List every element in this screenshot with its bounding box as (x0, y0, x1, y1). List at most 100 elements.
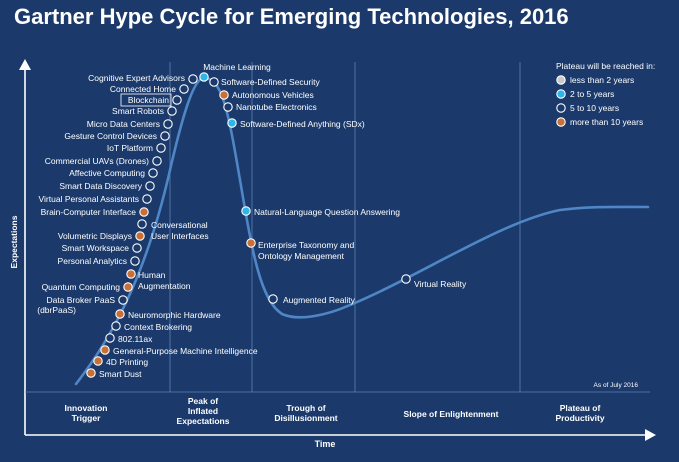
tech-label: Volumetric Displays (58, 231, 132, 241)
tech-label: User Interfaces (151, 231, 209, 241)
tech-label: (dbrPaaS) (37, 305, 76, 315)
tech-marker: Gesture Control Devices (64, 131, 170, 141)
tech-label: Natural-Language Question Answering (254, 207, 400, 217)
tech-dot (219, 90, 229, 100)
tech-label: Enterprise Taxonomy and (258, 240, 355, 250)
tech-dot (401, 274, 411, 284)
tech-dot (93, 356, 103, 366)
tech-dot (246, 238, 256, 248)
tech-label: Affective Computing (69, 168, 145, 178)
phase-label-line: Innovation (65, 403, 108, 413)
tech-dot (209, 77, 219, 87)
tech-marker: General-Purpose Machine Intelligence (100, 345, 258, 356)
tech-label: Cognitive Expert Advisors (88, 73, 185, 83)
y-axis-arrow-icon (19, 59, 31, 70)
tech-marker: Smart Robots (112, 106, 177, 116)
tech-marker: Smart Data Discovery (59, 181, 155, 191)
tech-label: Smart Dust (99, 369, 142, 379)
tech-label: Human (138, 270, 166, 280)
tech-marker: Context Brokering (111, 321, 192, 332)
tech-marker: Quantum Computing (42, 282, 133, 292)
tech-dot (105, 333, 115, 343)
tech-marker: Volumetric Displays (58, 231, 145, 241)
tech-marker: Smart Workspace (62, 243, 142, 253)
tech-dot (126, 269, 136, 279)
tech-dot (163, 119, 173, 129)
tech-dot (148, 168, 158, 178)
legend-entry-label: 5 to 10 years (570, 103, 619, 113)
tech-label: Connected Home (110, 84, 176, 94)
legend-swatch (556, 75, 566, 85)
tech-label: Context Brokering (124, 322, 192, 332)
tech-marker: Machine Learning (199, 62, 271, 82)
phase-label-line: Trough of (286, 403, 325, 413)
tech-marker: Virtual Personal Assistants (39, 194, 152, 204)
tech-dot (227, 118, 237, 128)
tech-label: Conversational (151, 220, 208, 230)
tech-marker: Software-Defined Security (209, 77, 320, 87)
tech-marker: Autonomous Vehicles (219, 90, 314, 100)
phase-label-line: Slope of Enlightenment (404, 409, 499, 419)
tech-marker: Brain-Computer Interface (41, 207, 149, 217)
tech-label: Quantum Computing (42, 282, 121, 292)
tech-marker: Virtual Reality (401, 274, 467, 289)
tech-label: Augmented Reality (283, 295, 356, 305)
tech-label: General-Purpose Machine Intelligence (113, 346, 258, 356)
tech-marker: Natural-Language Question Answering (241, 206, 400, 217)
tech-label: 802.11ax (118, 334, 153, 344)
tech-marker: 802.11ax (105, 333, 153, 344)
legend-swatch (556, 103, 566, 113)
tech-label: Smart Workspace (62, 243, 130, 253)
tech-marker: Affective Computing (69, 168, 158, 178)
tech-marker: Nanotube Electronics (223, 102, 317, 112)
legend-swatch (556, 89, 566, 99)
page-title: Gartner Hype Cycle for Emerging Technolo… (14, 4, 569, 29)
tech-dot (156, 143, 166, 153)
tech-marker: Software-Defined Anything (SDx) (227, 118, 365, 129)
tech-label: IoT Platform (107, 143, 153, 153)
legend-title: Plateau will be reached in: (556, 61, 655, 71)
tech-marker: IoT Platform (107, 143, 166, 153)
legend-entry-label: 2 to 5 years (570, 89, 614, 99)
tech-label: Commercial UAVs (Drones) (45, 156, 149, 166)
legend-entry-label: more than 10 years (570, 117, 643, 127)
tech-marker: Blockchain (120, 93, 182, 107)
tech-dot (135, 231, 145, 241)
y-axis-label: Expectations (9, 215, 19, 268)
phase-label-line: Productivity (555, 413, 604, 423)
tech-dot (118, 295, 128, 305)
tech-label: 4D Printing (106, 357, 148, 367)
phase-label-line: Disillusionment (274, 413, 337, 423)
legend-entry-label: less than 2 years (570, 75, 634, 85)
tech-dot (152, 156, 162, 166)
tech-label: Blockchain (128, 95, 169, 105)
tech-marker: Augmented Reality (268, 294, 356, 305)
tech-label: Augmentation (138, 281, 191, 291)
phase-label-line: Plateau of (560, 403, 601, 413)
tech-marker: Connected Home (110, 84, 189, 94)
phase-label: Slope of Enlightenment (404, 409, 499, 419)
tech-dot (179, 84, 189, 94)
tech-dot (145, 181, 155, 191)
legend-swatch (556, 117, 566, 127)
legend: Plateau will be reached in: less than 2 y… (556, 61, 655, 127)
tech-label: Machine Learning (203, 62, 271, 72)
tech-label: Neuromorphic Hardware (128, 310, 221, 320)
x-axis-label: Time (315, 439, 336, 449)
tech-label: Software-Defined Anything (SDx) (240, 119, 365, 129)
tech-dot (199, 72, 209, 82)
tech-label: Gesture Control Devices (64, 131, 157, 141)
phase-label-line: Peak of (188, 396, 218, 406)
tech-dot (142, 194, 152, 204)
tech-label: Ontology Management (258, 251, 345, 261)
tech-label: Software-Defined Security (221, 77, 320, 87)
tech-dot (137, 219, 147, 229)
tech-dot (115, 309, 125, 319)
tech-dot (268, 294, 278, 304)
